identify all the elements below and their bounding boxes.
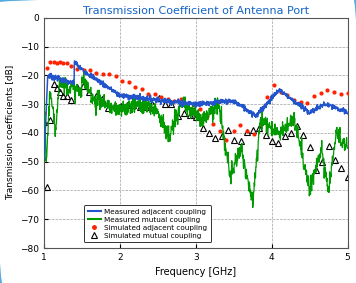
Legend: Measured adjacent coupling, Measured mutual coupling, Simulated adjacent couplin: Measured adjacent coupling, Measured mut…: [84, 205, 211, 242]
Y-axis label: Transmission coefficients [dB]: Transmission coefficients [dB]: [6, 65, 15, 200]
X-axis label: Frequency [GHz]: Frequency [GHz]: [155, 267, 236, 277]
Title: Transmission Coefficient of Antenna Port: Transmission Coefficient of Antenna Port: [83, 6, 309, 16]
